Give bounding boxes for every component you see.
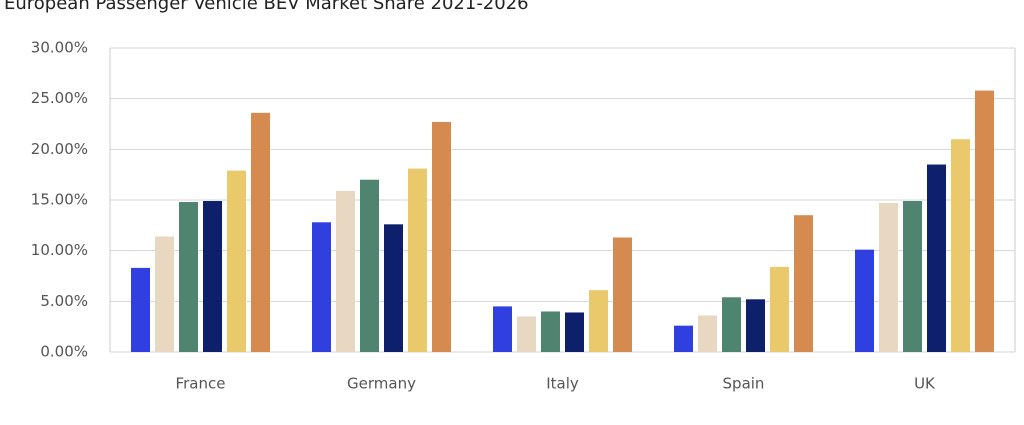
bar	[155, 236, 174, 352]
bar	[203, 201, 222, 352]
bar	[493, 306, 512, 352]
x-tick-label: Germany	[347, 375, 416, 393]
y-tick-label: 25.00%	[31, 89, 88, 107]
x-tick-label: Italy	[546, 375, 579, 393]
bar	[227, 170, 246, 352]
x-tick-label: France	[176, 375, 226, 393]
chart-title: European Passenger Vehicle BEV Market Sh…	[4, 0, 529, 14]
bar	[722, 297, 741, 352]
y-tick-label: 15.00%	[31, 191, 88, 209]
bar	[179, 202, 198, 352]
y-tick-label: 10.00%	[31, 241, 88, 259]
bar	[589, 290, 608, 352]
bar	[674, 325, 693, 352]
bar	[541, 311, 560, 352]
y-tick-label: 5.00%	[40, 292, 88, 310]
bar	[517, 316, 536, 352]
bar	[251, 112, 270, 352]
bar	[432, 121, 451, 353]
y-tick-label: 0.00%	[40, 343, 88, 361]
bar	[975, 90, 994, 352]
y-tick-label: 20.00%	[31, 140, 88, 158]
bar	[794, 215, 813, 352]
bar	[698, 315, 717, 352]
bar	[312, 222, 331, 352]
bar	[879, 203, 898, 352]
bar	[746, 299, 765, 352]
bar	[770, 266, 789, 352]
y-tick-label: 30.00%	[31, 39, 88, 57]
bar	[613, 237, 632, 352]
x-tick-label: Spain	[723, 375, 765, 393]
bar	[903, 201, 922, 352]
bar	[951, 139, 970, 352]
x-tick-label: UK	[914, 375, 936, 393]
bar	[565, 312, 584, 352]
bar	[336, 190, 355, 352]
bar	[384, 224, 403, 352]
bar	[408, 168, 427, 352]
bar	[927, 164, 946, 352]
bar	[360, 179, 379, 352]
bar	[855, 249, 874, 352]
bar	[131, 267, 150, 352]
